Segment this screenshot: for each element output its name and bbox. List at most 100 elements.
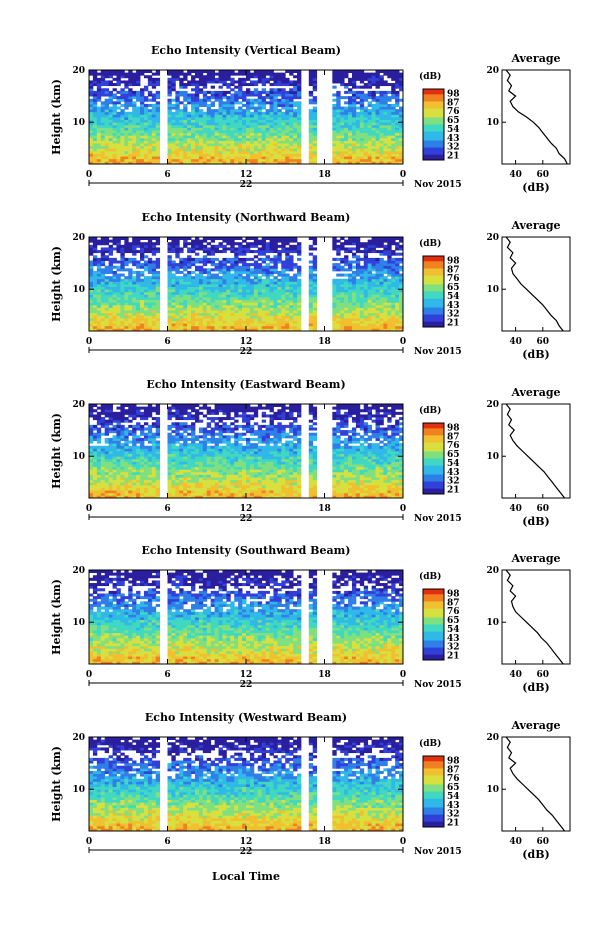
heatmap-cell <box>249 119 255 123</box>
heatmap-cell <box>202 286 208 290</box>
heatmap-cell <box>289 137 294 141</box>
heatmap-cell <box>210 260 215 264</box>
heatmap-cell <box>116 127 121 131</box>
heatmap-cell <box>89 252 94 256</box>
heatmap-cell <box>253 158 259 162</box>
heatmap-cell <box>108 448 113 452</box>
heatmap-cell <box>293 143 298 147</box>
heatmap-cell <box>344 70 349 74</box>
heatmap-cell <box>242 114 247 118</box>
heatmap-cell <box>100 106 106 110</box>
heatmap-cell <box>230 122 235 126</box>
heatmap-cell <box>104 145 110 149</box>
heatmap-cell <box>96 445 102 449</box>
heatmap-cell <box>89 132 94 136</box>
heatmap-cell <box>340 132 345 136</box>
heatmap-cell <box>395 156 400 160</box>
heatmap-cell <box>367 265 372 269</box>
heatmap-cell <box>351 310 357 314</box>
heatmap-cell <box>151 137 157 141</box>
heatmap-cell <box>108 250 113 254</box>
heatmap-cell <box>344 153 349 157</box>
heatmap-cell <box>308 265 314 269</box>
heatmap-cell <box>336 289 341 293</box>
heatmap-cell <box>363 140 369 144</box>
heatmap-cell <box>261 237 267 241</box>
heatmap-cell <box>206 117 212 121</box>
heatmap-cell <box>187 127 192 131</box>
heatmap-cell <box>367 289 372 293</box>
heatmap-cell <box>191 153 196 157</box>
heatmap-cell <box>104 132 110 136</box>
heatmap-cell <box>92 464 98 468</box>
heatmap-cell <box>348 137 353 141</box>
heatmap-cell <box>89 411 94 415</box>
heatmap-cell <box>140 109 145 113</box>
heatmap-cell <box>89 404 94 408</box>
heatmap-cell <box>383 93 388 97</box>
heatmap-cell <box>171 132 176 136</box>
heatmap-cell <box>297 284 302 288</box>
heatmap-cell <box>202 77 208 81</box>
heatmap-cell <box>128 98 133 102</box>
heatmap-cell <box>363 127 369 131</box>
heatmap-cell <box>112 417 117 421</box>
heatmap-cell <box>234 302 239 306</box>
heatmap-cell <box>395 320 400 324</box>
heatmap-cell <box>234 263 239 267</box>
heatmap-cell <box>140 250 145 254</box>
heatmap-cell <box>194 284 200 288</box>
heatmap-cell <box>198 143 204 147</box>
heatmap-cell <box>116 83 121 87</box>
heatmap-cell <box>136 72 141 76</box>
heatmap-cell <box>379 263 384 267</box>
heatmap-cell <box>355 310 361 314</box>
heatmap-cell <box>151 127 157 131</box>
heatmap-cell <box>359 320 365 324</box>
heatmap-cell <box>399 312 404 316</box>
heatmap-cell <box>230 106 235 110</box>
heatmap-cell <box>218 263 223 267</box>
heatmap-cell <box>183 124 188 128</box>
heatmap-cell <box>253 315 259 319</box>
heatmap-cell <box>128 135 133 139</box>
heatmap-cell <box>359 103 365 107</box>
heatmap-cell <box>136 96 141 100</box>
heatmap-cell <box>277 114 282 118</box>
heatmap-cell <box>355 263 361 267</box>
heatmap-cell <box>363 119 369 123</box>
heatmap-cell <box>391 239 396 243</box>
heatmap-cell <box>391 137 396 141</box>
heatmap-cell <box>332 117 337 121</box>
heatmap-cell <box>104 310 110 314</box>
heatmap-cell <box>359 268 365 272</box>
heatmap-cell <box>198 299 204 303</box>
heatmap-cell <box>155 310 161 314</box>
heatmap-cell <box>371 278 376 282</box>
heatmap-cell <box>269 297 274 301</box>
heatmap-cell <box>120 93 125 97</box>
heatmap-cell <box>194 124 200 128</box>
heatmap-cell <box>218 260 223 264</box>
heatmap-cell <box>187 242 192 246</box>
heatmap-cell <box>355 156 361 160</box>
heatmap-cell <box>336 268 341 272</box>
heatmap-cell <box>147 294 153 298</box>
heatmap-cell <box>399 127 404 131</box>
heatmap-cell <box>167 130 172 134</box>
heatmap-cell <box>175 255 180 259</box>
heatmap-cell <box>100 477 106 481</box>
heatmap-cell <box>336 106 341 110</box>
heatmap-cell <box>198 273 204 277</box>
heatmap-cell <box>344 130 349 134</box>
heatmap-cell <box>92 482 98 486</box>
heatmap-cell <box>312 265 318 269</box>
heatmap-cell <box>206 158 212 162</box>
heatmap-cell <box>210 244 215 248</box>
heatmap-cell <box>391 273 396 277</box>
heatmap-cell <box>202 103 208 107</box>
heatmap-cell <box>96 490 102 494</box>
heatmap-cell <box>312 320 318 324</box>
heatmap-cell <box>218 103 223 107</box>
heatmap-cell <box>108 270 113 274</box>
